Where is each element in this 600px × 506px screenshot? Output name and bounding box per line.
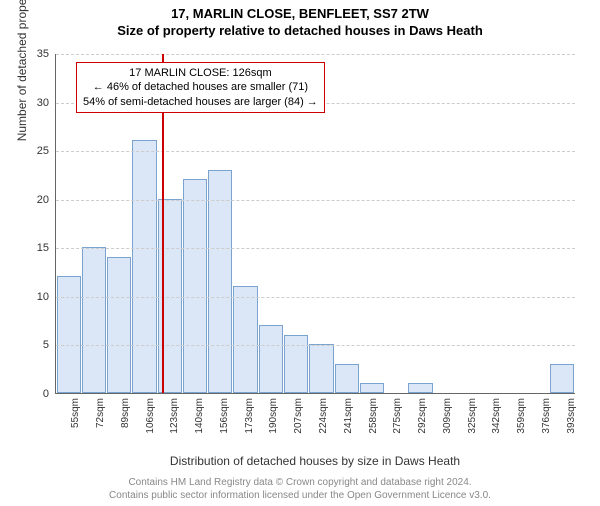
x-tick-label: 55sqm	[70, 398, 81, 448]
footer-attribution: Contains HM Land Registry data © Crown c…	[0, 476, 600, 502]
x-tick-label: 241sqm	[343, 398, 354, 448]
gridline	[56, 248, 575, 249]
y-tick-label: 5	[19, 339, 49, 351]
x-tick-label: 156sqm	[219, 398, 230, 448]
x-tick-label: 173sqm	[244, 398, 255, 448]
gridline	[56, 345, 575, 346]
footer-line1: Contains HM Land Registry data © Crown c…	[0, 476, 600, 489]
bar	[132, 140, 156, 393]
annotation-line: ← 46% of detached houses are smaller (71…	[83, 80, 318, 94]
bar	[233, 286, 257, 393]
y-axis-label: Number of detached properties	[15, 0, 29, 141]
bar	[57, 276, 81, 393]
bar	[183, 179, 207, 393]
plot-region: 17 MARLIN CLOSE: 126sqm← 46% of detached…	[55, 54, 575, 394]
x-axis-label: Distribution of detached houses by size …	[55, 454, 575, 468]
bar	[82, 247, 106, 393]
chart-title-subtitle: Size of property relative to detached ho…	[0, 23, 600, 38]
x-tick-label: 106sqm	[145, 398, 156, 448]
bar	[360, 383, 384, 393]
x-tick-label: 359sqm	[516, 398, 527, 448]
gridline	[56, 54, 575, 55]
bar	[107, 257, 131, 393]
x-tick-label: 72sqm	[95, 398, 106, 448]
y-tick-label: 35	[19, 48, 49, 60]
bar	[309, 344, 333, 393]
x-tick-label: 325sqm	[467, 398, 478, 448]
y-tick-label: 0	[19, 388, 49, 400]
bar	[259, 325, 283, 393]
annotation-box: 17 MARLIN CLOSE: 126sqm← 46% of detached…	[76, 62, 325, 113]
annotation-line: 17 MARLIN CLOSE: 126sqm	[83, 66, 318, 80]
bar	[208, 170, 232, 393]
x-tick-label: 258sqm	[368, 398, 379, 448]
annotation-line: 54% of semi-detached houses are larger (…	[83, 95, 318, 109]
chart-title-address: 17, MARLIN CLOSE, BENFLEET, SS7 2TW	[0, 6, 600, 21]
x-tick-label: 393sqm	[566, 398, 577, 448]
x-tick-label: 309sqm	[442, 398, 453, 448]
x-tick-label: 275sqm	[392, 398, 403, 448]
x-tick-label: 89sqm	[120, 398, 131, 448]
x-tick-label: 376sqm	[541, 398, 552, 448]
x-tick-label: 207sqm	[293, 398, 304, 448]
bar	[335, 364, 359, 393]
footer-line2: Contains public sector information licen…	[0, 489, 600, 502]
x-tick-label: 190sqm	[268, 398, 279, 448]
gridline	[56, 297, 575, 298]
x-tick-label: 123sqm	[169, 398, 180, 448]
y-tick-label: 15	[19, 242, 49, 254]
bar	[284, 335, 308, 393]
y-tick-label: 25	[19, 145, 49, 157]
y-tick-label: 30	[19, 97, 49, 109]
x-tick-label: 140sqm	[194, 398, 205, 448]
chart-area: Number of detached properties 17 MARLIN …	[55, 54, 575, 394]
x-tick-label: 224sqm	[318, 398, 329, 448]
gridline	[56, 200, 575, 201]
bar	[550, 364, 574, 393]
bar	[408, 383, 432, 393]
x-tick-label: 342sqm	[491, 398, 502, 448]
gridline	[56, 151, 575, 152]
y-tick-label: 10	[19, 291, 49, 303]
y-tick-label: 20	[19, 194, 49, 206]
x-tick-label: 292sqm	[417, 398, 428, 448]
